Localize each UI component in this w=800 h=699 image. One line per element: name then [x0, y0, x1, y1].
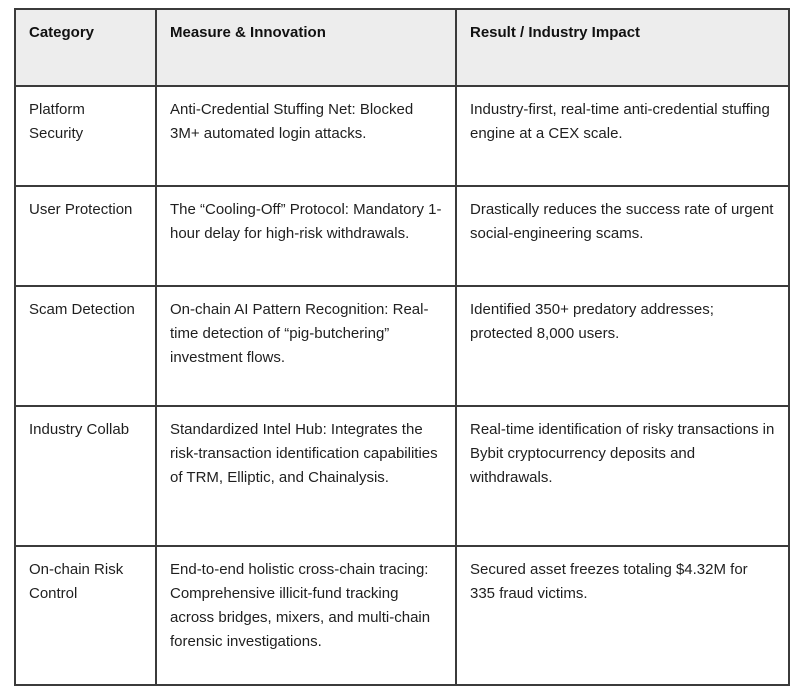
column-header-measure-innovation: Measure & Innovation [155, 8, 457, 87]
table-row-user-protection: User Protection The “Cooling-Off” Protoc… [14, 185, 790, 287]
cell-category: Industry Collab [14, 405, 157, 547]
table-row-onchain-risk-control: On-chain Risk Control End-to-end holisti… [14, 545, 790, 686]
table-row-platform-security: Platform Security Anti-Credential Stuffi… [14, 85, 790, 187]
cell-category: Scam Detection [14, 285, 157, 407]
table-row-scam-detection: Scam Detection On-chain AI Pattern Recog… [14, 285, 790, 407]
cell-category: User Protection [14, 185, 157, 287]
cell-category: On-chain Risk Control [14, 545, 157, 686]
security-measures-table: Category Measure & Innovation Result / I… [14, 8, 790, 686]
cell-measure: Standardized Intel Hub: Integrates the r… [155, 405, 457, 547]
cell-measure: Anti-Credential Stuffing Net: Blocked 3M… [155, 85, 457, 187]
cell-measure: End-to-end holistic cross-chain tracing:… [155, 545, 457, 686]
cell-result: Industry-first, real-time anti-credentia… [455, 85, 790, 187]
cell-result: Drastically reduces the success rate of … [455, 185, 790, 287]
cell-measure: On-chain AI Pattern Recognition: Real-ti… [155, 285, 457, 407]
column-header-category: Category [14, 8, 157, 87]
cell-result: Identified 350+ predatory addresses; pro… [455, 285, 790, 407]
column-header-result-impact: Result / Industry Impact [455, 8, 790, 87]
cell-result: Real-time identification of risky transa… [455, 405, 790, 547]
table-header-row: Category Measure & Innovation Result / I… [14, 8, 790, 87]
table-row-industry-collab: Industry Collab Standardized Intel Hub: … [14, 405, 790, 547]
cell-category: Platform Security [14, 85, 157, 187]
cell-result: Secured asset freezes totaling $4.32M fo… [455, 545, 790, 686]
cell-measure: The “Cooling-Off” Protocol: Mandatory 1-… [155, 185, 457, 287]
